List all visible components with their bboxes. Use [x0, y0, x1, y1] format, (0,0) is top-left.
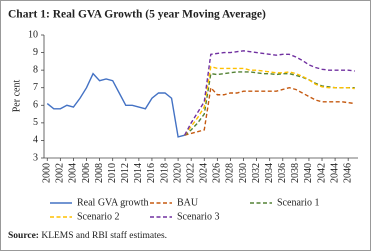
series-line	[184, 86, 355, 136]
x-tick-label: 2004	[68, 163, 79, 183]
x-tick-label: 2012	[120, 163, 131, 183]
x-tick-label: 2026	[212, 163, 223, 183]
source-text: KLEMS and RBI staff estimates.	[41, 230, 167, 241]
series-line	[184, 71, 355, 136]
x-tick-label: 2008	[94, 163, 105, 183]
x-tick-label: 2016	[146, 163, 157, 183]
x-tick-label: 2042	[316, 163, 327, 183]
y-axis-label: Per cent	[11, 80, 22, 113]
x-tick-label: 2044	[329, 163, 340, 183]
y-tick-label: 3	[33, 152, 38, 163]
y-tick-label: 4	[33, 135, 38, 146]
source: Source: KLEMS and RBI staff estimates.	[8, 230, 167, 241]
x-tick-label: 2036	[277, 163, 288, 183]
legend-label: Scenario 1	[277, 197, 320, 208]
legend-label: Scenario 3	[177, 211, 220, 222]
x-tick-label: 2018	[159, 163, 170, 183]
x-tick-label: 2032	[251, 163, 262, 183]
y-tick-label: 7	[33, 82, 38, 93]
x-tick-label: 2038	[290, 163, 301, 183]
chart-title: Chart 1: Real GVA Growth (5 year Moving …	[8, 9, 266, 21]
x-tick-label: 2034	[264, 163, 275, 183]
series-line	[184, 65, 355, 136]
x-tick-label: 2014	[133, 163, 144, 183]
legend-label: BAU	[177, 197, 199, 208]
x-tick-label: 2020	[172, 163, 183, 183]
legend-label: Scenario 2	[77, 211, 120, 222]
y-tick-label: 8	[33, 64, 38, 75]
x-tick-label: 2046	[342, 163, 353, 183]
x-tick-label: 2024	[199, 163, 210, 183]
x-tick-label: 2030	[238, 163, 249, 183]
series-line	[184, 50, 355, 136]
x-tick-label: 2010	[107, 163, 118, 183]
series-line	[46, 72, 185, 138]
legend-label: Real GVA growth	[77, 197, 148, 208]
x-tick-label: 2006	[81, 163, 92, 183]
y-tick-label: 9	[33, 47, 38, 58]
y-tick-label: 6	[33, 100, 38, 111]
x-tick-label: 2022	[185, 163, 196, 183]
source-label: Source:	[8, 231, 39, 241]
x-tick-label: 2040	[303, 163, 314, 183]
x-tick-label: 2028	[225, 163, 236, 183]
y-tick-label: 5	[33, 117, 38, 128]
x-tick-label: 2000	[42, 163, 53, 183]
x-tick-label: 2002	[55, 163, 66, 183]
y-tick-label: 10	[28, 29, 38, 40]
